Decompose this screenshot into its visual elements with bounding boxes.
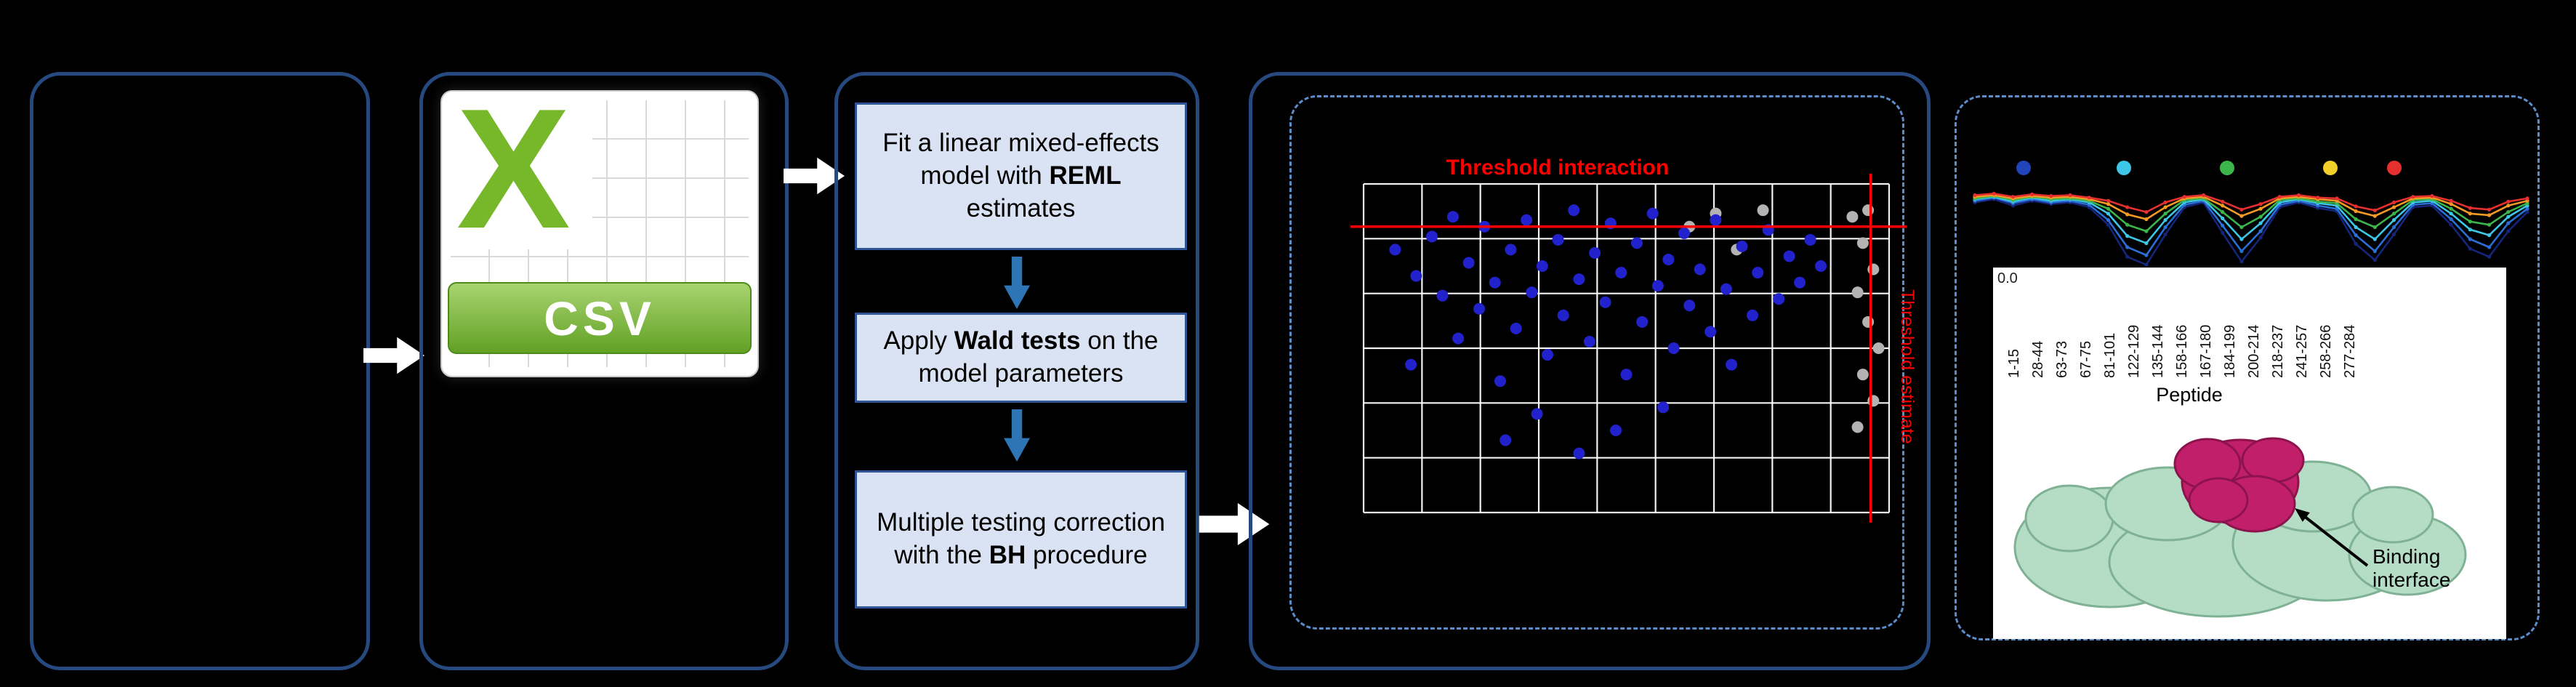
- uptake-y-axis-tick: 0.0: [1997, 270, 2018, 286]
- uptake-series-line: [1974, 195, 2528, 233]
- binding-interface-label: Binding interface: [2372, 545, 2451, 592]
- scatter-points-significant: [1389, 204, 1827, 459]
- flow-arrow-2-icon: [784, 157, 845, 195]
- peptide-tick-label: 241-257: [2294, 324, 2310, 378]
- uptake-series-line: [1974, 194, 2528, 220]
- input-box: [30, 72, 370, 670]
- csv-file-icon: X CSV: [440, 73, 759, 377]
- csv-box: [419, 72, 789, 670]
- volcano-panel-dashed: [1289, 95, 1904, 630]
- peptide-tick-label: 81-101: [2102, 332, 2118, 378]
- down-arrow-1-icon: [1004, 257, 1030, 309]
- peptide-tick-label: 122-129: [2126, 324, 2142, 378]
- excel-letter-backplate: [451, 100, 592, 249]
- uptake-plot: [1973, 161, 2529, 267]
- binding-interface-region: [2173, 437, 2305, 533]
- timepoint-legend-dot: [2387, 161, 2402, 175]
- protein-body: [2013, 460, 2467, 618]
- peptide-axis-title: Peptide: [2156, 384, 2223, 406]
- volcano-side-label: Threshold estimate: [1897, 289, 1917, 444]
- peptide-tick-label: 67-75: [2078, 340, 2094, 378]
- pipeline-step-bh-text: Multiple testing correction with the BH …: [877, 508, 1165, 569]
- peptide-tick-label: 158-166: [2174, 324, 2190, 378]
- timepoint-legend-dot: [2016, 161, 2031, 175]
- peptide-tick-label: 28-44: [2030, 340, 2046, 378]
- pipeline-step-wald: Apply Wald tests on the model parameters: [855, 313, 1187, 403]
- csv-banner: CSV: [448, 282, 752, 354]
- pipeline-step-reml-text: Fit a linear mixed-effects model with RE…: [882, 129, 1159, 222]
- peptide-tick-label: 218-237: [2270, 324, 2286, 378]
- timepoint-legend-dot: [2117, 161, 2131, 175]
- volcano-panel-outer: [1249, 72, 1931, 670]
- peptide-tick-label: 167-180: [2198, 324, 2214, 378]
- timepoint-legend-dot: [2220, 161, 2234, 175]
- flow-arrow-1-icon: [363, 337, 424, 374]
- results-panel-dashed: [1955, 95, 2540, 640]
- excel-x-letter: X: [456, 73, 571, 264]
- binding-interface-arrow: [2295, 508, 2369, 567]
- uptake-series-line: [1974, 192, 2528, 213]
- pipeline-step-wald-text: Apply Wald tests on the model parameters: [883, 326, 1159, 387]
- uptake-series-line: [1974, 196, 2528, 257]
- threshold-lines: [1351, 174, 1907, 523]
- timepoint-legend-dot: [2323, 161, 2338, 175]
- volcano-plot: [1351, 174, 1907, 523]
- peptide-tick-label: 200-214: [2246, 324, 2262, 378]
- peptide-tick-label: 1-15: [2006, 348, 2022, 378]
- csv-banner-label: CSV: [544, 291, 656, 345]
- peptide-tick-label: 63-73: [2054, 340, 2070, 378]
- volcano-grid-lines: [1362, 182, 1891, 514]
- protein-structure: [2013, 437, 2467, 618]
- uptake-series-line: [1974, 198, 2528, 266]
- results-white-panel: 0.0 1-15 28-44 63-73 67-75 81-101 122-129 135-…: [1993, 268, 2506, 639]
- peptide-tick-label: 277-284: [2342, 324, 2358, 378]
- pipeline-step-bh: Multiple testing correction with the BH …: [855, 470, 1187, 608]
- peptide-tick-label: 184-199: [2222, 324, 2238, 378]
- peptide-tick-label: 258-266: [2318, 324, 2334, 378]
- down-arrow-2-icon: [1004, 409, 1030, 462]
- volcano-title: Threshold interaction: [1446, 156, 1670, 180]
- pipeline-step-reml: Fit a linear mixed-effects model with RE…: [855, 103, 1187, 250]
- pipeline-box: Fit a linear mixed-effects model with RE…: [834, 72, 1199, 670]
- peptide-tick-label: 135-144: [2150, 324, 2166, 378]
